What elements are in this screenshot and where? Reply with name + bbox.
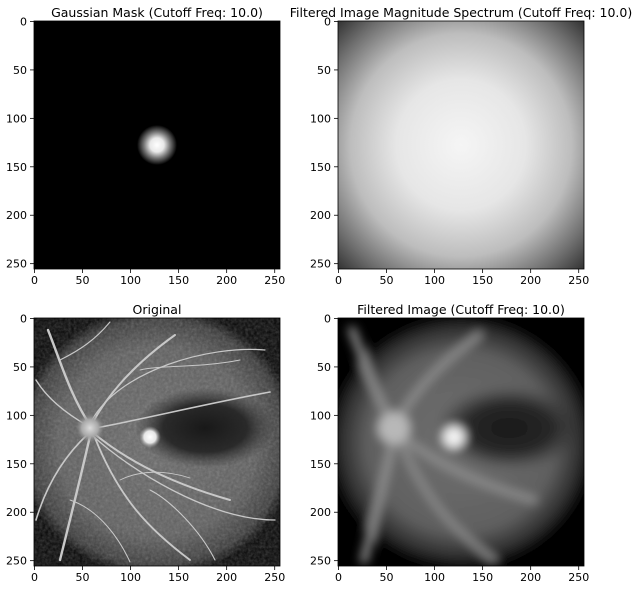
y-tick-label: 250 bbox=[6, 555, 27, 568]
y-tick-label: 0 bbox=[324, 312, 331, 325]
x-tick-label: 200 bbox=[520, 274, 541, 287]
y-tick-label: 50 bbox=[317, 64, 331, 77]
panel-title: Original bbox=[133, 302, 182, 317]
x-tick-label: 50 bbox=[76, 571, 90, 584]
x-tick-label: 50 bbox=[380, 571, 394, 584]
panel-title: Filtered Image Magnitude Spectrum (Cutof… bbox=[290, 5, 632, 20]
y-tick-label: 150 bbox=[310, 161, 331, 174]
y-tick-label: 200 bbox=[310, 209, 331, 222]
x-tick-label: 0 bbox=[31, 274, 38, 287]
y-tick-label: 200 bbox=[6, 209, 27, 222]
axes-frame bbox=[33, 20, 281, 270]
panel-gaussian-mask: Gaussian Mask (Cutoff Freq: 10.0) 0 50 100… bbox=[6, 5, 285, 287]
x-tick-label: 200 bbox=[216, 571, 237, 584]
image-area bbox=[34, 318, 280, 566]
y-tick-label: 0 bbox=[20, 312, 27, 325]
x-tick-label: 100 bbox=[424, 274, 445, 287]
x-tick-label: 200 bbox=[216, 274, 237, 287]
x-tick-label: 250 bbox=[264, 571, 285, 584]
panel-title: Gaussian Mask (Cutoff Freq: 10.0) bbox=[51, 5, 263, 20]
y-tick-label: 50 bbox=[13, 64, 27, 77]
gaussian-blob bbox=[137, 125, 177, 165]
x-tick-label: 0 bbox=[335, 571, 342, 584]
dark-macular-region bbox=[135, 388, 275, 468]
x-tick-label: 200 bbox=[520, 571, 541, 584]
x-tick-label: 250 bbox=[568, 274, 589, 287]
panel-filtered-image: Filtered Image (Cutoff Freq: 10.0) 0 50 10… bbox=[310, 302, 589, 584]
x-tick-label: 150 bbox=[472, 571, 493, 584]
panel-magnitude-spectrum: Filtered Image Magnitude Spectrum (Cutof… bbox=[290, 5, 632, 287]
y-tick-label: 250 bbox=[310, 555, 331, 568]
y-tick-label: 150 bbox=[310, 458, 331, 471]
x-tick-label: 50 bbox=[380, 274, 394, 287]
y-tick-label: 250 bbox=[310, 258, 331, 271]
x-tick-label: 50 bbox=[76, 274, 90, 287]
x-tick-label: 150 bbox=[168, 571, 189, 584]
axes-frame bbox=[337, 317, 585, 567]
panel-title: Filtered Image (Cutoff Freq: 10.0) bbox=[357, 302, 565, 317]
x-tick-label: 250 bbox=[264, 274, 285, 287]
y-tick-label: 100 bbox=[6, 112, 27, 125]
y-tick-label: 0 bbox=[324, 15, 331, 28]
x-tick-label: 150 bbox=[168, 274, 189, 287]
y-tick-label: 200 bbox=[6, 506, 27, 519]
bright-lesion bbox=[443, 426, 465, 448]
panel-original: Original bbox=[6, 302, 285, 584]
x-tick-label: 100 bbox=[424, 571, 445, 584]
x-tick-label: 250 bbox=[568, 571, 589, 584]
dark-macular-region bbox=[435, 386, 583, 470]
y-tick-label: 150 bbox=[6, 458, 27, 471]
y-tick-label: 100 bbox=[310, 409, 331, 422]
y-tick-label: 50 bbox=[13, 361, 27, 374]
axes-frame bbox=[337, 20, 585, 270]
optic-disc bbox=[76, 414, 104, 442]
x-tick-label: 0 bbox=[31, 571, 38, 584]
image-area bbox=[338, 318, 584, 566]
retinal-vessels bbox=[35, 321, 276, 563]
y-tick-label: 150 bbox=[6, 161, 27, 174]
y-tick-label: 50 bbox=[317, 361, 331, 374]
optic-disc bbox=[378, 412, 410, 444]
y-tick-label: 200 bbox=[310, 506, 331, 519]
y-tick-label: 250 bbox=[6, 258, 27, 271]
y-tick-label: 0 bbox=[20, 15, 27, 28]
x-tick-label: 150 bbox=[472, 274, 493, 287]
bright-lesion bbox=[139, 426, 161, 448]
image-area bbox=[338, 21, 584, 269]
x-tick-label: 0 bbox=[335, 274, 342, 287]
y-tick-label: 100 bbox=[310, 112, 331, 125]
x-tick-label: 100 bbox=[120, 571, 141, 584]
x-tick-label: 100 bbox=[120, 274, 141, 287]
axes-frame bbox=[33, 317, 281, 567]
y-tick-label: 100 bbox=[6, 409, 27, 422]
